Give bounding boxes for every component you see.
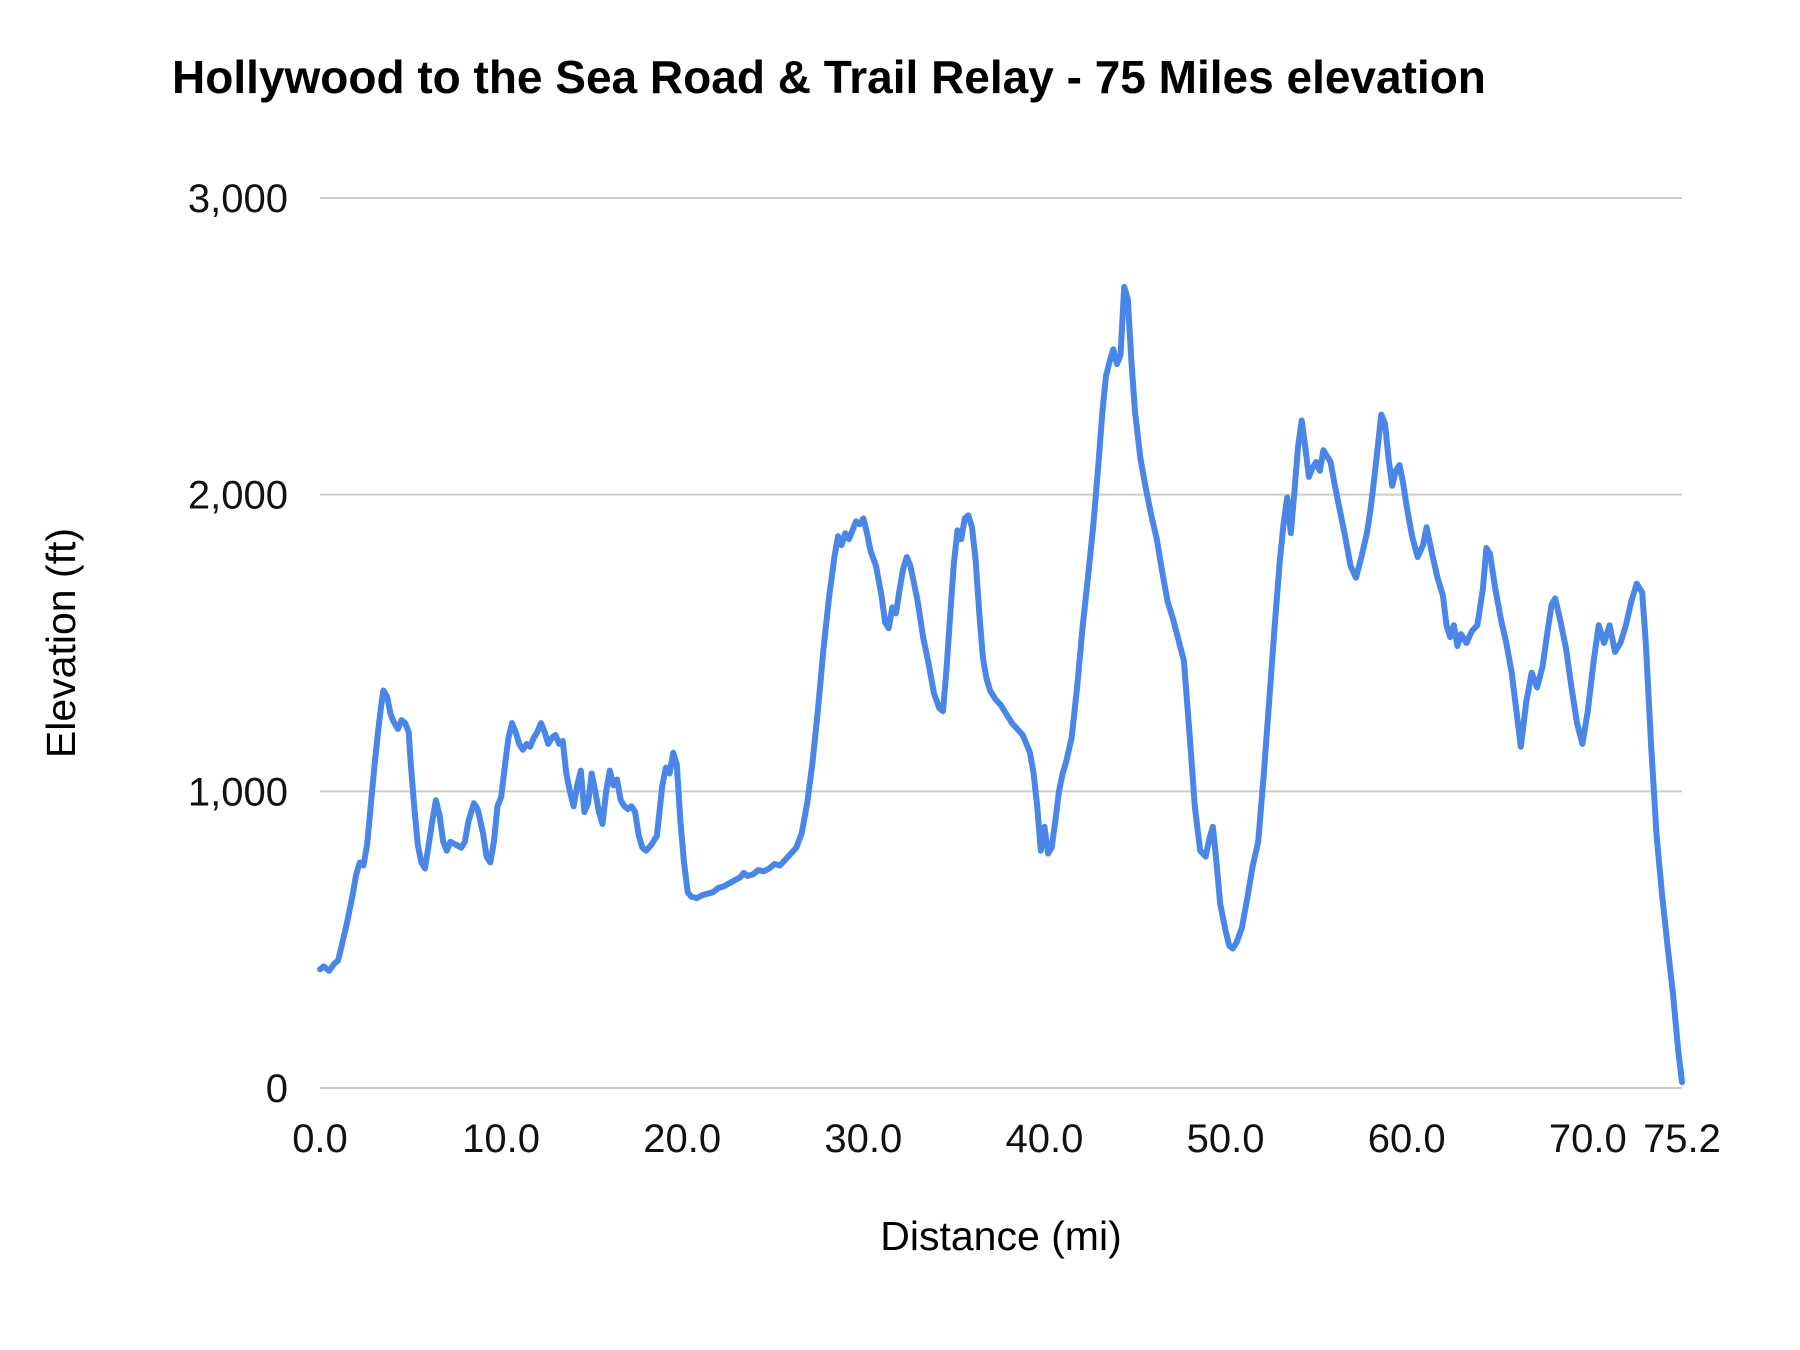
x-tick-label: 40.0 (1006, 1117, 1084, 1161)
x-tick-label: 0.0 (292, 1117, 348, 1161)
y-axis-title: Elevation (ft) (38, 528, 84, 758)
x-axis-title: Distance (mi) (880, 1213, 1121, 1259)
y-tick-label: 1,000 (188, 770, 288, 814)
x-tick-label: 70.0 (1549, 1117, 1627, 1161)
x-tick-label: 30.0 (824, 1117, 902, 1161)
elevation-series-line (317, 284, 1685, 1086)
x-tick-label: 50.0 (1187, 1117, 1265, 1161)
y-tick-label: 0 (266, 1067, 288, 1111)
chart-title: Hollywood to the Sea Road & Trail Relay … (172, 51, 1486, 103)
y-tick-label: 2,000 (188, 474, 288, 518)
x-tick-label: 20.0 (643, 1117, 721, 1161)
x-tick-label: 10.0 (462, 1117, 540, 1161)
x-tick-label: 75.2 (1643, 1117, 1721, 1161)
y-tick-label: 3,000 (188, 177, 288, 221)
x-tick-label: 60.0 (1368, 1117, 1446, 1161)
